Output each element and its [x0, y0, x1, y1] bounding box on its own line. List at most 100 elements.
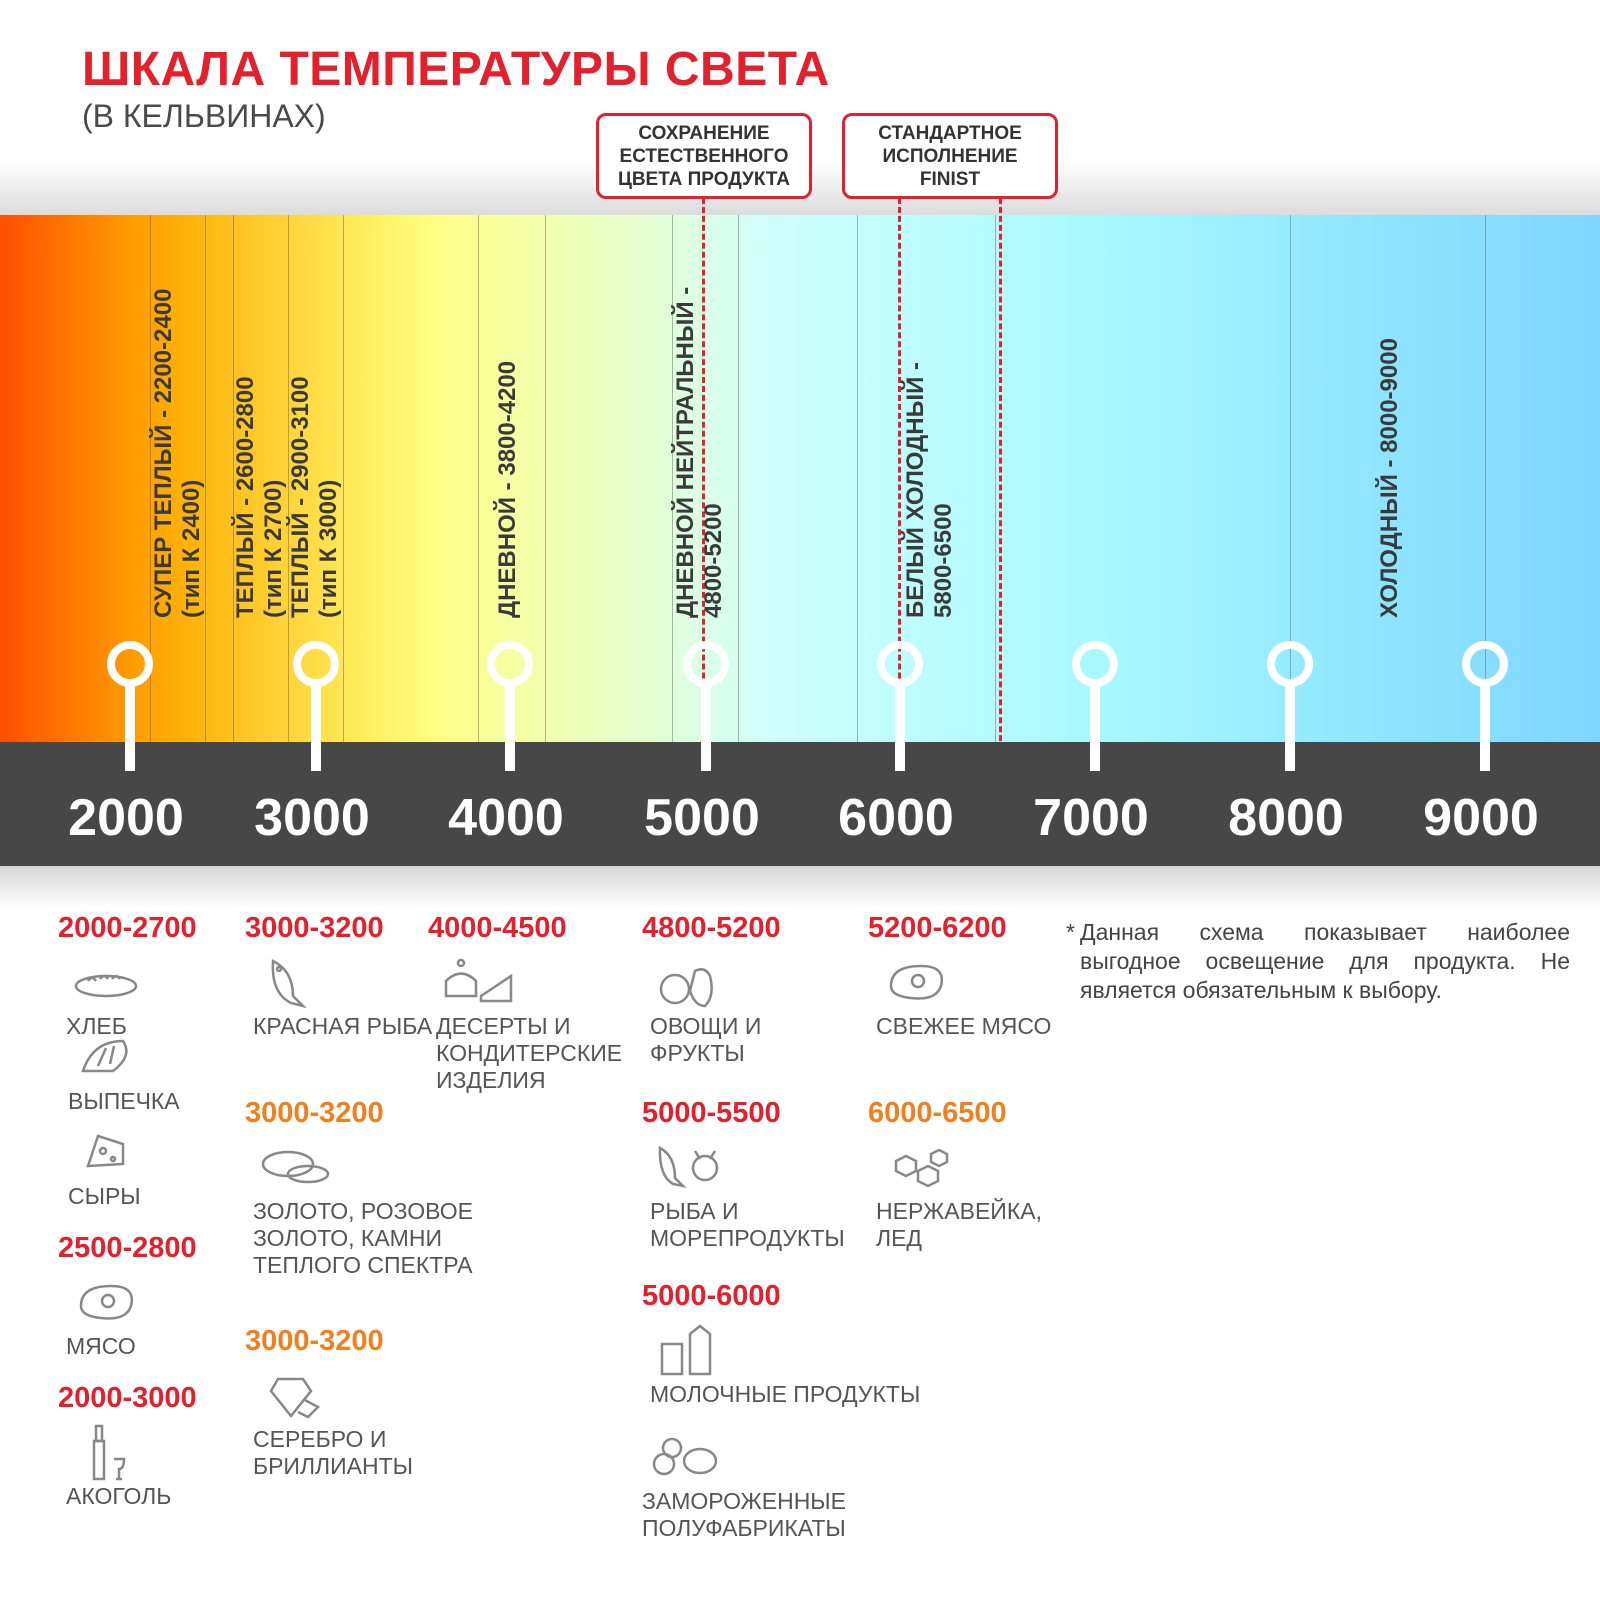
scale-marker-pin	[1267, 641, 1313, 771]
callout-natural-color: СОХРАНЕНИЕ ЕСТЕСТВЕННОГО ЦВЕТА ПРОДУКТА	[596, 113, 812, 199]
product-group: СЫРЫ	[68, 1115, 268, 1210]
product-label: СЕРЕБРО И БРИЛЛИАНТЫ	[253, 1426, 414, 1479]
bread-icon	[66, 951, 146, 1011]
pin-stem	[1480, 685, 1490, 771]
fish-icon	[253, 951, 333, 1011]
pin-stem	[701, 685, 711, 771]
dessert-icon	[436, 951, 516, 1011]
frozen-icon	[642, 1426, 722, 1486]
zone-label-neutral: ДНЕВНОЙ НЕЙТРАЛЬНЫЙ -4800-5200	[672, 286, 727, 618]
range-label: 5200-6200	[868, 912, 1007, 944]
product-group: 2000-2700 ХЛЕБ	[58, 912, 266, 1040]
callout-marker-line	[898, 198, 901, 768]
meat-icon	[66, 1271, 146, 1331]
scale-tick-label: 8000	[1228, 789, 1344, 847]
page-title: ШКАЛА ТЕМПЕРАТУРЫ СВЕТА	[82, 43, 830, 96]
range-label: 5000-6000	[642, 1280, 781, 1312]
zone-label-super-warm: СУПЕР ТЕПЛЫЙ - 2200-2400 (тип К 2400)	[150, 288, 205, 618]
product-group: 2000-3000 АКОГОЛЬ	[58, 1382, 266, 1510]
range-label: 3000-3200	[245, 912, 384, 944]
product-label: РЫБА И МОРЕПРОДУКТЫ	[650, 1198, 845, 1251]
zone-label-cold: ХОЛОДНЫЙ - 8000-9000	[1376, 338, 1403, 618]
zone-divider	[233, 215, 234, 742]
scale-tick-label: 2000	[68, 789, 184, 847]
cheese-icon	[68, 1121, 148, 1181]
zone-divider	[738, 215, 739, 742]
bottom-shade	[0, 866, 1600, 908]
pin-stem	[895, 685, 905, 771]
scale-tick-label: 6000	[838, 789, 954, 847]
vegetables-icon	[650, 951, 730, 1011]
scale-marker-pin	[487, 641, 533, 771]
product-group: ЗАМОРОЖЕННЫЕ ПОЛУФАБРИКАТЫ	[642, 1420, 847, 1542]
product-group: 4800-5200 ОВОЩИ И ФРУКТЫ	[642, 912, 850, 1067]
color-temperature-gradient	[0, 215, 1600, 742]
range-label: 3000-3200	[245, 1097, 384, 1129]
product-group: ВЫПЕЧКА	[68, 1020, 268, 1115]
scale-tick-label: 7000	[1033, 789, 1149, 847]
product-group: 5200-6200 СВЕЖЕЕ МЯСО	[868, 912, 1076, 1040]
product-label: ЗАМОРОЖЕННЫЕ ПОЛУФАБРИКАТЫ	[642, 1488, 847, 1541]
pin-ring	[877, 641, 923, 687]
product-label: ЗОЛОТО, РОЗОВОЕ ЗОЛОТО, КАМНИ ТЕПЛОГО СП…	[253, 1198, 473, 1278]
product-group: 3000-3200 КРАСНАЯ РЫБА	[245, 912, 453, 1040]
scale-marker-pin	[293, 641, 339, 771]
scale-tick-label: 5000	[644, 789, 760, 847]
range-label: 5000-5500	[642, 1097, 781, 1129]
range-label: 4800-5200	[642, 912, 781, 944]
pin-stem	[311, 685, 321, 771]
callout-line: СТАНДАРТНОЕ	[878, 123, 1022, 144]
product-label: КРАСНАЯ РЫБА	[253, 1013, 433, 1039]
croissant-icon	[68, 1026, 148, 1086]
product-label: ДЕСЕРТЫ И КОНДИТЕРСКИЕ ИЗДЕЛИЯ	[436, 1013, 623, 1093]
product-label: ОВОЩИ И ФРУКТЫ	[650, 1013, 762, 1066]
pin-ring	[293, 641, 339, 687]
zone-divider	[545, 215, 546, 742]
scale-tick-label: 9000	[1423, 789, 1539, 847]
callout-line: ИСПОЛНЕНИЕ	[882, 146, 1018, 167]
product-group: 5000-6000 МОЛОЧНЫЕ ПРОДУКТЫ	[642, 1280, 950, 1408]
callout-line: ЕСТЕСТВЕННОГО	[619, 146, 789, 167]
pin-ring	[107, 641, 153, 687]
bottle-icon	[66, 1421, 146, 1481]
pin-stem	[505, 685, 515, 771]
callout-line: ЦВЕТА ПРОДУКТА	[617, 169, 791, 190]
steak-icon	[876, 951, 956, 1011]
pin-stem	[125, 685, 135, 771]
scale-marker-pin	[1072, 641, 1118, 771]
product-label: СЫРЫ	[68, 1183, 141, 1209]
zone-divider	[1485, 215, 1486, 742]
pin-ring	[487, 641, 533, 687]
milk-icon	[650, 1319, 730, 1379]
zone-divider	[1290, 215, 1291, 742]
pin-ring	[1267, 641, 1313, 687]
zone-divider	[205, 215, 206, 742]
pin-stem	[1090, 685, 1100, 771]
zone-label-warm-3000: ТЕПЛЫЙ - 2900-3100 (тип К 3000)	[287, 376, 342, 618]
scale-marker-pin	[107, 641, 153, 771]
zone-label-daylight: ДНЕВНОЙ - 3800-4200	[494, 360, 521, 618]
zone-divider	[857, 215, 858, 742]
product-group: 3000-3200 ЗОЛОТО, РОЗОВОЕ ЗОЛОТО, КАМНИ Т…	[245, 1097, 493, 1279]
callout-line: СОХРАНЕНИЕ	[638, 123, 770, 144]
callout-line: FINIST	[919, 169, 981, 190]
scale-marker-pin	[683, 641, 729, 771]
product-group: 4000-4500 ДЕСЕРТЫ И КОНДИТЕРСКИЕ ИЗДЕЛИЯ	[428, 912, 636, 1094]
zone-divider	[672, 215, 673, 742]
rings-icon	[253, 1136, 333, 1196]
pin-ring	[1462, 641, 1508, 687]
diamond-icon	[253, 1364, 333, 1424]
product-label: ХЛЕБ	[66, 1013, 127, 1039]
zone-divider	[478, 215, 479, 742]
product-label: АКОГОЛЬ	[66, 1483, 172, 1509]
range-label: 2000-2700	[58, 912, 197, 944]
scale-marker-pin	[877, 641, 923, 771]
zone-label-cool-white: БЕЛЫЙ ХОЛОДНЫЙ -5800-6500	[902, 362, 957, 618]
zone-label-warm-2700: ТЕПЛЫЙ - 2600-2800 (тип К 2700)	[232, 376, 287, 618]
product-label: МОЛОЧНЫЕ ПРОДУКТЫ	[650, 1381, 921, 1407]
scale-bar	[0, 742, 1600, 866]
range-label: 2500-2800	[58, 1232, 197, 1264]
callout-marker-line	[999, 198, 1002, 768]
scale-marker-pin	[1462, 641, 1508, 771]
product-label: МЯСО	[66, 1333, 136, 1359]
